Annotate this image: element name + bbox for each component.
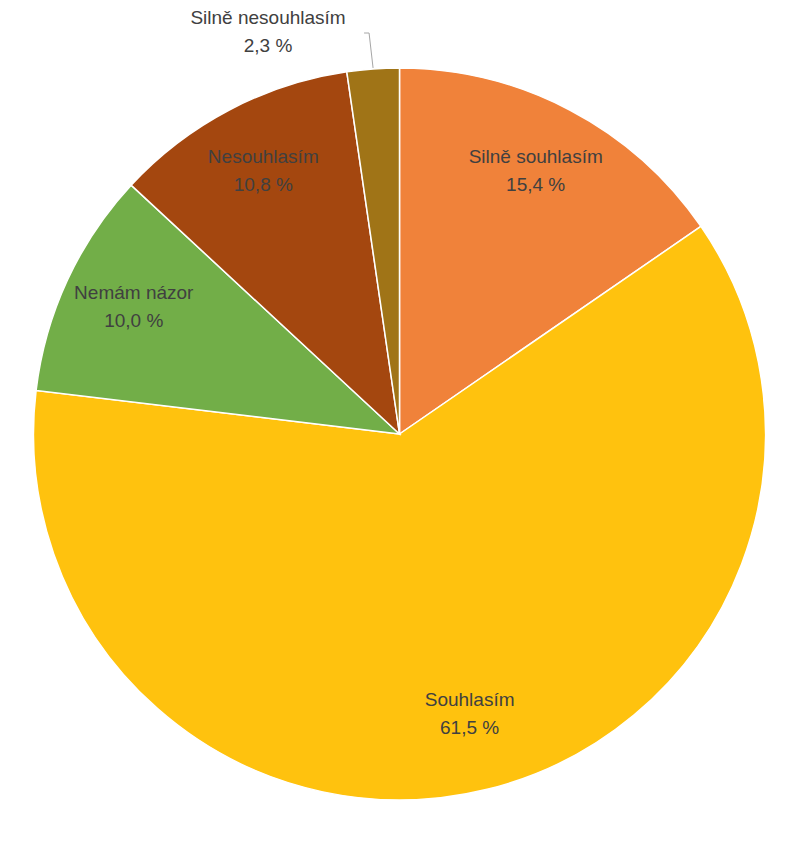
slice-label: Nesouhlasím [208, 146, 319, 167]
chart-container: Silně souhlasím 15,4 % Souhlasím 61,5 % Nemá… [0, 0, 793, 861]
slice-label: Silně nesouhlasím [190, 7, 345, 28]
labels: Silně souhlasím 15,4 % Souhlasím 61,5 % Nemá… [74, 7, 603, 738]
data-label: 10,8 % [234, 174, 293, 195]
slice-label: Silně souhlasím [469, 146, 603, 167]
data-label: 10,0 % [104, 310, 163, 331]
data-label: 15,4 % [506, 174, 565, 195]
pie-chart: Silně souhlasím 15,4 % Souhlasím 61,5 % Nemá… [0, 0, 793, 861]
pie-slice [347, 68, 400, 434]
slice-label: Souhlasím [425, 689, 515, 710]
slice-label: Nemám názor [74, 282, 194, 303]
data-label: 2,3 % [244, 35, 293, 56]
slices [34, 68, 766, 800]
leader-line [364, 33, 373, 68]
data-label: 61,5 % [440, 717, 499, 738]
